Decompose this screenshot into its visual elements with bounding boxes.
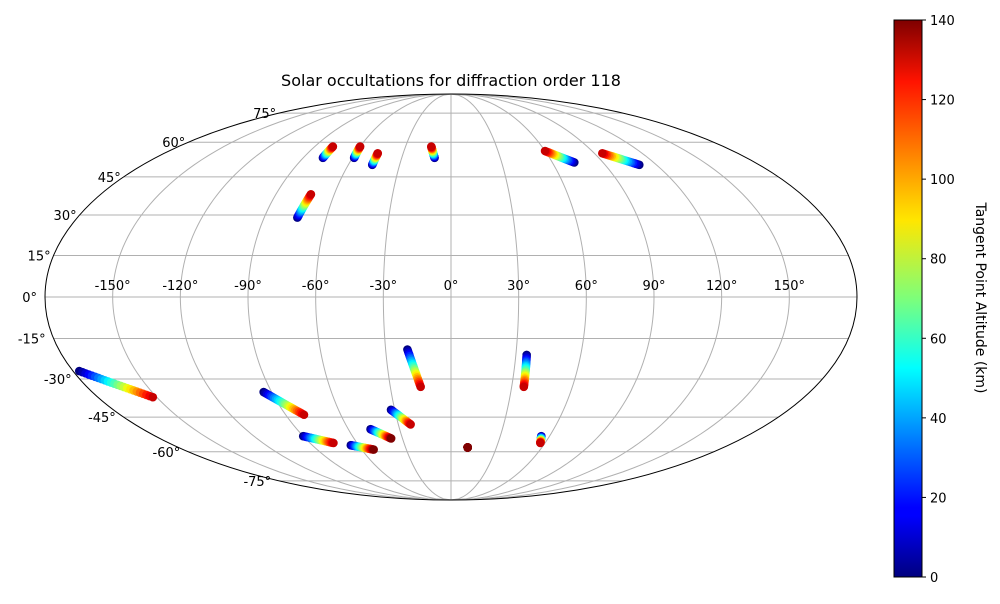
colorbar-tick-label: 20 — [930, 491, 947, 506]
colorbar-tick-label: 60 — [930, 332, 947, 347]
occultation-point — [598, 148, 607, 158]
chart-title: Solar occultations for diffraction order… — [281, 71, 621, 90]
occultation-points — [74, 142, 644, 454]
occultation-point — [355, 142, 365, 151]
occultation-point — [328, 142, 338, 151]
occultation-point — [306, 189, 316, 199]
latitude-tick-label: -45° — [88, 411, 116, 426]
occultation-point — [427, 142, 436, 151]
occultation-point — [416, 382, 425, 392]
longitude-tick-label: 90° — [642, 279, 665, 294]
longitude-tick-label: 150° — [774, 279, 805, 294]
occultation-point — [536, 438, 545, 448]
longitude-tick-label: -30° — [369, 279, 397, 294]
occultation-point — [373, 148, 383, 158]
occultation-point — [540, 146, 550, 156]
longitude-tick-label: 120° — [706, 279, 737, 294]
longitude-tick-label: -120° — [162, 279, 198, 294]
latitude-tick-label: 30° — [54, 209, 77, 224]
latitude-tick-label: 45° — [98, 171, 121, 186]
occultation-point — [148, 392, 158, 402]
latitude-tick-label: -75° — [243, 475, 271, 490]
colorbar-tick-label: 40 — [930, 412, 947, 427]
latitude-tick-label: -30° — [44, 373, 72, 388]
occultation-point — [406, 420, 415, 429]
colorbar: 0 20 40 60 80 100 120 140 Tangent Point Altitud… — [893, 14, 988, 586]
longitude-tick-label: 30° — [507, 279, 530, 294]
latitude-tick-label: -15° — [18, 333, 46, 348]
occultation-point — [299, 410, 309, 420]
occultation-point — [463, 443, 472, 452]
occultation-point — [329, 438, 338, 448]
latitude-tick-label: 60° — [162, 136, 185, 151]
colorbar-tick-label: 0 — [930, 571, 938, 586]
colorbar-ticks: 0 20 40 60 80 100 120 140 — [922, 14, 955, 586]
longitude-tick-label: -60° — [302, 279, 330, 294]
occultation-point — [369, 445, 378, 454]
colorbar-tick-label: 140 — [930, 14, 955, 29]
colorbar-gradient — [893, 19, 923, 578]
latitude-tick-label: 15° — [28, 249, 51, 264]
latitude-tick-label: 0° — [22, 291, 37, 306]
graticule — [45, 94, 857, 500]
graticule-labels: -150° -120° -90° -60° -30° 0° 30° 60° 90° 120° 150… — [18, 107, 805, 490]
longitude-tick-label: -90° — [234, 279, 262, 294]
colorbar-tick-label: 100 — [930, 173, 955, 188]
map-boundary — [44, 93, 858, 501]
colorbar-label: Tangent Point Altitude (km) — [972, 201, 988, 393]
longitude-tick-label: 0° — [444, 279, 459, 294]
latitude-tick-label: -60° — [153, 446, 181, 461]
occultation-point — [386, 434, 396, 443]
occultation-point — [519, 382, 529, 392]
longitude-tick-label: 60° — [575, 279, 598, 294]
colorbar-tick-label: 80 — [930, 253, 947, 268]
longitude-tick-label: -150° — [95, 279, 131, 294]
colorbar-tick-label: 120 — [930, 94, 955, 109]
